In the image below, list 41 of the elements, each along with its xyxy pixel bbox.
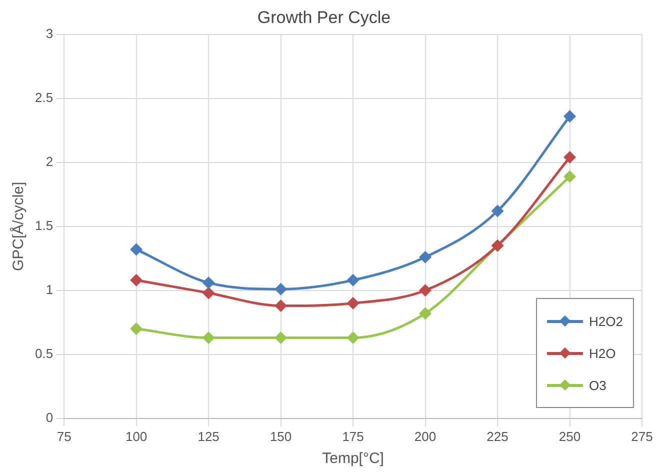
x-tick-label: 150 [270, 428, 292, 444]
x-tick-label: 250 [558, 428, 581, 444]
legend-label: O3 [589, 378, 606, 393]
x-axis-title: Temp[°C] [322, 450, 384, 468]
y-tick-label: 2 [46, 154, 54, 169]
x-tick-label: 175 [342, 428, 364, 444]
point [564, 152, 576, 164]
point [130, 323, 142, 335]
point [564, 110, 576, 122]
y-axis-title: GPC[Å/cycle] [9, 182, 28, 271]
point [420, 308, 432, 320]
point [130, 274, 142, 286]
point [347, 274, 359, 286]
x-tick-label: 200 [414, 428, 436, 444]
x-tick-label: 75 [56, 428, 72, 444]
point [275, 332, 287, 344]
x-tick-label: 125 [198, 428, 220, 444]
point [275, 283, 287, 295]
point [420, 251, 432, 263]
y-tick-label: 0 [46, 410, 54, 425]
point [202, 332, 214, 344]
point [347, 297, 359, 309]
point [130, 244, 142, 256]
y-tick-label: 2.5 [34, 90, 54, 105]
legend-label: H2O [589, 346, 616, 361]
y-tick-label: 0.5 [34, 346, 54, 361]
point [492, 205, 504, 217]
point [202, 276, 214, 288]
point [202, 287, 214, 299]
point [420, 284, 432, 296]
y-tick-label: 1.5 [34, 218, 54, 233]
legend-label: H2O2 [589, 314, 623, 329]
x-tick-label: 225 [486, 428, 508, 444]
chart-title: Growth Per Cycle [257, 8, 391, 27]
x-tick-label: 100 [125, 428, 148, 444]
point [564, 170, 576, 182]
point [275, 300, 287, 312]
y-tick-label: 1 [46, 282, 54, 297]
point [347, 332, 359, 344]
x-tick-label: 275 [631, 428, 653, 444]
y-tick-label: 3 [46, 26, 54, 41]
